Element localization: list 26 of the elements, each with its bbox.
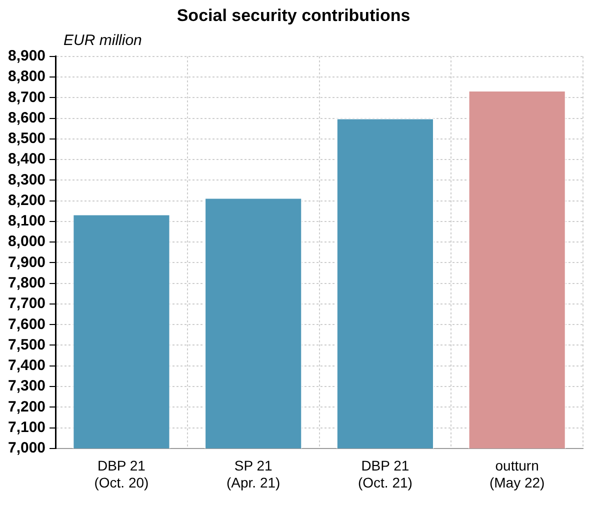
y-tick-label: 7,200 xyxy=(8,398,46,416)
y-tick-label: 7,500 xyxy=(8,336,46,354)
y-tick-label: 8,000 xyxy=(8,233,46,250)
y-tick-label: 8,100 xyxy=(8,212,46,230)
y-tick-label: 8,600 xyxy=(8,109,46,126)
y-tick-label: 7,800 xyxy=(8,274,46,292)
y-axis-title: EUR million xyxy=(64,32,142,50)
x-tick-label: DBP 21 (Oct. 21) xyxy=(358,458,412,490)
y-tick-label: 7,700 xyxy=(8,295,46,312)
y-tick-label: 7,600 xyxy=(8,316,46,333)
y-tick-label: 8,500 xyxy=(8,130,46,148)
x-tick-label: SP 21 (Apr. 21) xyxy=(226,458,280,490)
y-tick-label: 8,200 xyxy=(8,192,46,209)
chart-title: Social security contributions xyxy=(176,6,410,25)
y-tick-label: 7,400 xyxy=(8,357,46,374)
y-tick-label: 7,100 xyxy=(8,418,46,436)
y-tick-label: 7,300 xyxy=(8,378,46,395)
x-tick-label: outturn (May 22) xyxy=(489,458,545,490)
y-tick-label: 8,700 xyxy=(8,88,46,106)
y-tick-label: 8,400 xyxy=(8,150,46,168)
y-tick-label: 7,900 xyxy=(8,254,46,271)
y-tick-label: 8,900 xyxy=(8,48,46,65)
y-tick-label: 8,800 xyxy=(8,68,46,86)
y-tick-label: 7,000 xyxy=(8,440,46,457)
x-tick-label: DBP 21 (Oct. 20) xyxy=(94,458,149,490)
y-tick-label: 8,300 xyxy=(8,171,46,188)
